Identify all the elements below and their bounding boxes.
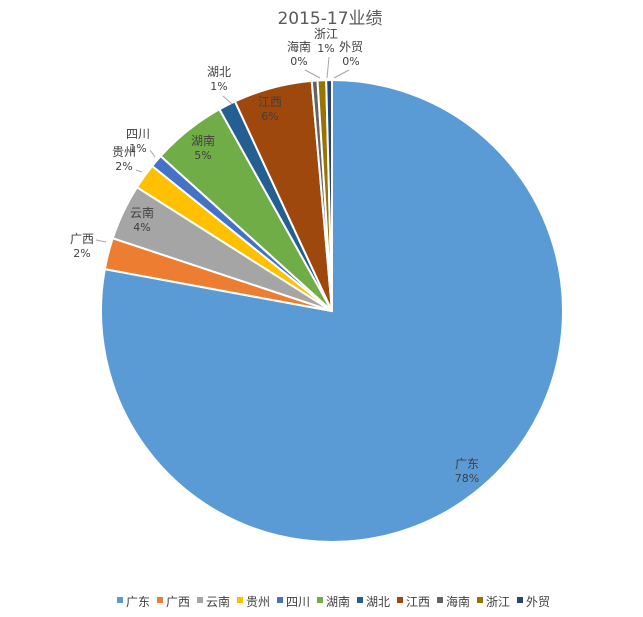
slice-name-label: 湖南	[191, 133, 215, 148]
slice-percent-label: 2%	[115, 160, 132, 173]
slice-percent-label: 4%	[133, 221, 150, 234]
legend-entry: 江西	[406, 595, 430, 609]
leader-line	[304, 69, 321, 79]
legend-entry: 外贸	[526, 595, 550, 609]
slice-name-label: 广东	[455, 457, 479, 471]
slice-percent-label: 5%	[194, 149, 211, 162]
slice-percent-label: 0%	[290, 55, 307, 68]
slice-name-label: 江西	[258, 95, 282, 109]
legend-entry: 海南	[446, 594, 470, 609]
slice-name-label: 云南	[130, 205, 154, 220]
slice-percent-label: 78%	[455, 472, 479, 485]
legend-entry: 湖北	[366, 594, 390, 609]
slice-name-label: 广西	[70, 232, 94, 246]
slice-percent-label: 6%	[261, 110, 278, 123]
leader-line	[326, 56, 330, 79]
leader-line	[135, 169, 143, 173]
legend-entry: 广东	[126, 595, 150, 609]
legend-swatch	[117, 597, 123, 603]
slice-name-label: 贵州	[112, 145, 136, 159]
slice-name-label: 外贸	[339, 40, 363, 54]
slice-name-label: 湖北	[207, 64, 231, 79]
leader-line	[222, 95, 233, 105]
pie-slice-11	[325, 78, 333, 312]
chart-title: 2015-17业绩	[277, 9, 382, 29]
slice-percent-label: 1%	[317, 42, 334, 55]
legend-swatch	[317, 597, 323, 603]
legend-swatch	[517, 597, 523, 603]
slice-percent-label: 0%	[342, 55, 359, 68]
slice-name-label: 浙江	[314, 27, 338, 41]
legend-swatch	[357, 597, 363, 603]
slice-percent-label: 1%	[129, 142, 146, 155]
legend-entry: 广西	[166, 595, 190, 609]
slice-percent-label: 2%	[73, 247, 90, 260]
slice-name-label: 四川	[126, 127, 150, 141]
legend-swatch	[197, 597, 203, 603]
legend-entry: 浙江	[486, 595, 510, 609]
slice-name-label: 海南	[287, 39, 311, 54]
slice-percent-label: 1%	[210, 80, 227, 93]
legend-entry: 云南	[206, 594, 230, 609]
legend-entry: 贵州	[246, 595, 270, 609]
legend-swatch	[477, 597, 483, 603]
leader-line	[333, 69, 350, 79]
legend-swatch	[437, 597, 443, 603]
legend-swatch	[157, 597, 163, 603]
legend-entry: 四川	[286, 595, 310, 609]
leader-line	[95, 239, 107, 243]
leader-line	[149, 149, 156, 158]
legend-swatch	[237, 597, 243, 603]
legend-swatch	[277, 597, 283, 603]
legend-swatch	[397, 597, 403, 603]
legend-entry: 湖南	[326, 594, 350, 609]
